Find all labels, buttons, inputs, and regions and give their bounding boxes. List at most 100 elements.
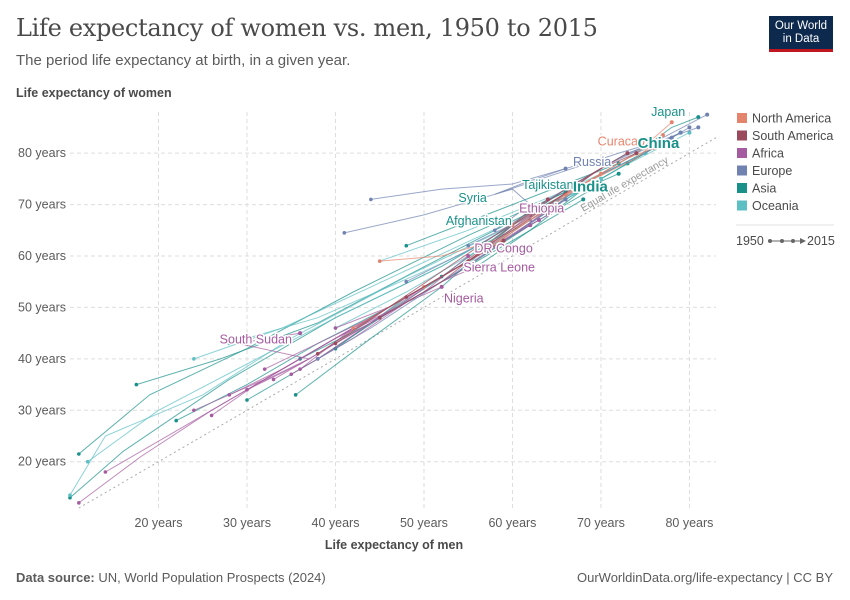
x-tick-label: 20 years: [135, 516, 183, 530]
chart-subtitle: The period life expectancy at birth, in …: [16, 52, 351, 69]
series-end-point: [298, 331, 303, 336]
country-label: Curacao: [598, 134, 645, 148]
legend-label: Europe: [752, 164, 792, 178]
series-start-point: [289, 372, 294, 377]
country-label: South Sudan: [220, 332, 292, 346]
series-start-point: [315, 351, 320, 356]
legend-swatch: [737, 200, 747, 211]
y-tick-label: 30 years: [18, 403, 66, 417]
legend-label: Oceania: [752, 199, 799, 213]
data-source-label: Data source:: [16, 570, 95, 585]
timeline-dot: [780, 239, 784, 243]
series-end-point: [545, 212, 550, 217]
series-start-point: [209, 413, 214, 418]
legend-swatch: [737, 130, 747, 141]
series-end-point: [439, 284, 444, 289]
x-tick-label: 30 years: [223, 516, 271, 530]
timeline-dot: [791, 239, 795, 243]
legend-label: South America: [752, 129, 833, 143]
series-end-point: [581, 197, 586, 202]
timeline-dot-start: [768, 239, 772, 243]
legend-swatch: [737, 165, 747, 176]
timeline-end: 2015: [807, 234, 835, 248]
series-start-point: [77, 501, 81, 505]
series-start-point: [134, 382, 139, 387]
owid-logo[interactable]: Our World in Data: [769, 16, 833, 52]
country-label: Ethiopia: [519, 201, 564, 215]
series-end-point: [687, 130, 692, 135]
series-start-point: [369, 197, 373, 202]
series-end-point: [501, 238, 506, 243]
series-start-point: [68, 495, 72, 500]
series-end-point: [598, 182, 603, 186]
x-tick-label: 50 years: [400, 516, 448, 530]
series-start-point: [404, 279, 409, 284]
series-start-point: [174, 418, 178, 423]
series-end-point: [705, 112, 710, 117]
series-start-point: [192, 408, 196, 413]
logo-line-1: Our World: [774, 20, 828, 32]
country-label: Sierra Leone: [463, 260, 535, 274]
series-start-point: [271, 377, 276, 382]
series-start-point: [262, 367, 267, 371]
series-line: [379, 152, 637, 319]
series-end-point: [466, 254, 471, 258]
x-tick-label: 80 years: [665, 516, 713, 530]
series-line: [406, 162, 619, 247]
country-label: China: [638, 135, 680, 152]
country-label: Japan: [651, 105, 685, 119]
chart-title: Life expectancy of women vs. men, 1950 t…: [16, 14, 598, 42]
country-label: Russia: [573, 155, 611, 169]
series-end-point: [660, 133, 665, 138]
series-line: [335, 198, 549, 344]
country-label: India: [573, 179, 609, 196]
series-start-point: [377, 259, 382, 263]
series-start-point: [342, 231, 347, 235]
series-end-point: [634, 151, 639, 156]
equal-line-group: Equal life expectancy: [78, 137, 717, 509]
series-start-point: [298, 367, 302, 371]
series-line: [565, 147, 655, 195]
country-label: DR Congo: [474, 241, 532, 255]
series-start-point: [315, 357, 320, 361]
logo-line-2: in Data: [782, 33, 820, 45]
series-end-point: [616, 171, 621, 176]
legend: North America South America Africa Europe As…: [736, 112, 834, 226]
series-end-point: [696, 125, 701, 130]
series-end-point: [563, 197, 568, 202]
series-line: [317, 240, 504, 355]
series-line: [87, 209, 540, 463]
series-start-point: [77, 452, 81, 456]
timeline-start: 1950: [736, 234, 764, 248]
y-tick-label: 80 years: [18, 146, 66, 160]
legend-label: Asia: [752, 182, 776, 196]
data-source: Data source: UN, World Population Prospe…: [16, 570, 326, 585]
series-line: [344, 137, 672, 234]
source-link[interactable]: OurWorldinData.org/life-expectancy | CC …: [576, 570, 833, 585]
series-start-point: [492, 228, 497, 233]
data-source-text: UN, World Population Prospects (2024): [98, 570, 326, 585]
legend-swatch: [737, 148, 747, 158]
series-line: [211, 332, 311, 416]
x-tick-label: 70 years: [577, 516, 625, 530]
series-start-point: [227, 341, 232, 346]
y-tick-label: 20 years: [18, 455, 66, 469]
series-end-point: [696, 115, 701, 120]
series-end-point: [537, 218, 542, 222]
y-tick-label: 60 years: [18, 249, 66, 263]
axes-group: 20 years 30 years 40 years 50 years 60 years…: [18, 146, 713, 530]
series-start-point: [85, 459, 90, 464]
y-tick-label: 70 years: [18, 198, 66, 212]
x-axis-title: Life expectancy of men: [325, 538, 463, 552]
series-start-point: [293, 393, 298, 397]
x-tick-label: 40 years: [312, 516, 360, 530]
legend-label: North America: [752, 112, 831, 126]
series-start-point: [404, 243, 409, 248]
timeline-control[interactable]: 1950 2015: [736, 234, 835, 248]
series-start-point: [377, 315, 382, 320]
series-start-point: [245, 398, 249, 402]
timeline-arrow-icon: [800, 238, 806, 244]
y-axis-title: Life expectancy of women: [16, 86, 172, 100]
